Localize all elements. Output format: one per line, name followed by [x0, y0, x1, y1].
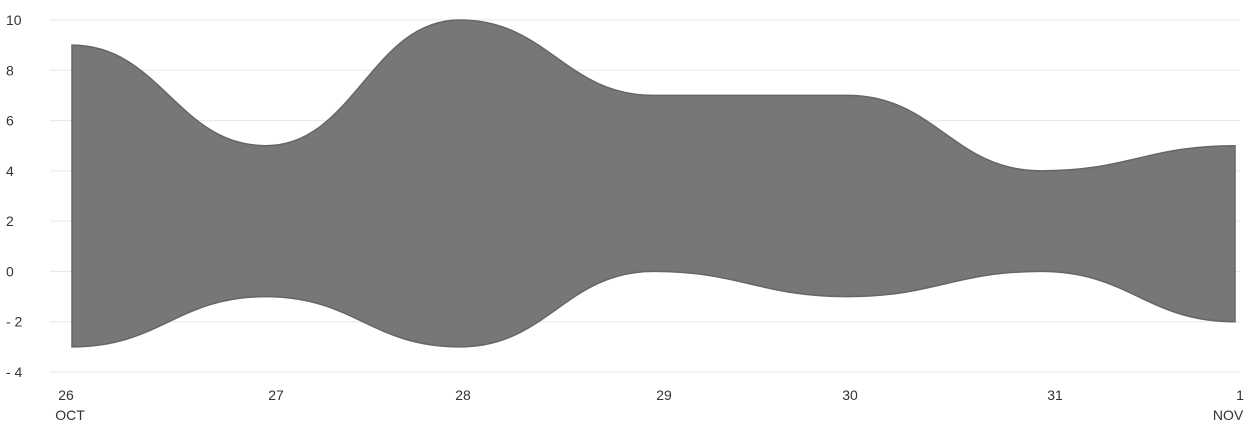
- x-tick-month-label: NOV: [1213, 407, 1244, 423]
- x-tick-label: 27: [268, 387, 284, 403]
- x-tick-label: 30: [842, 387, 858, 403]
- y-tick-label: - 2: [6, 314, 23, 330]
- x-tick-label: 31: [1047, 387, 1063, 403]
- y-tick-label: 10: [6, 12, 22, 28]
- x-tick-month-label: OCT: [55, 407, 85, 423]
- x-tick-label: 1: [1236, 387, 1244, 403]
- y-tick-label: 2: [6, 213, 14, 229]
- y-tick-label: 6: [6, 113, 14, 129]
- y-tick-label: - 4: [6, 364, 23, 380]
- range-area-series-0: [71, 19, 1236, 348]
- x-tick-label: 29: [656, 387, 672, 403]
- x-tick-label: 26: [58, 387, 74, 403]
- y-axis-tick-labels: 10 8 6 4 2 0 - 2 - 4: [6, 12, 23, 380]
- x-axis-tick-labels: 26 OCT 27 28 29 30 31 1 NOV: [55, 387, 1244, 423]
- y-tick-label: 4: [6, 163, 14, 179]
- plot-area: [71, 19, 1236, 348]
- y-tick-label: 8: [6, 62, 14, 78]
- y-tick-label: 0: [6, 263, 14, 279]
- x-tick-label: 28: [455, 387, 471, 403]
